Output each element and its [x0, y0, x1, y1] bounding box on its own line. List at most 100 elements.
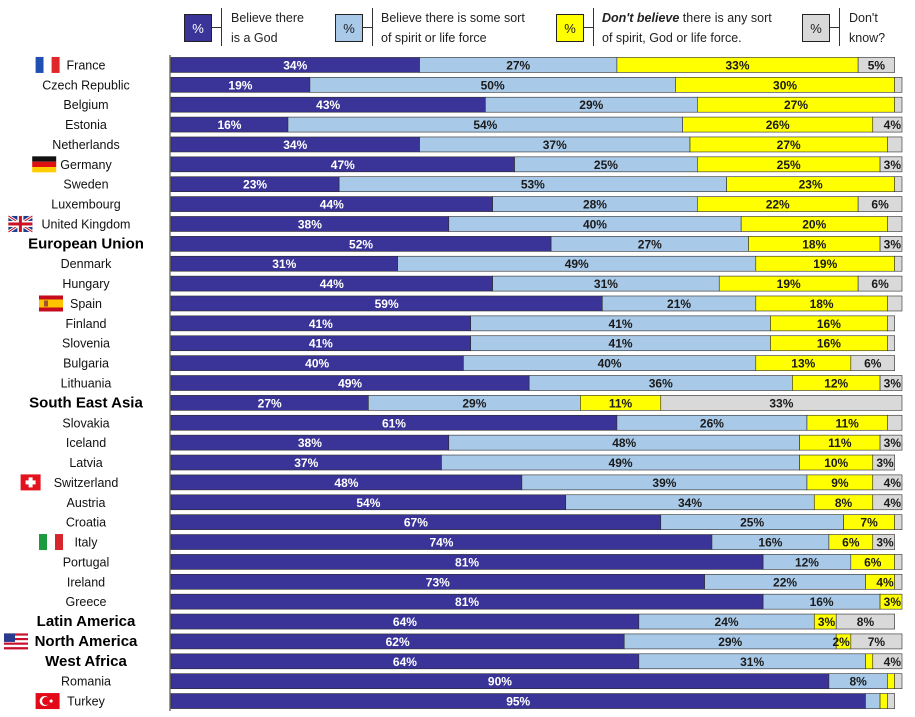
data-label: 10%: [824, 456, 848, 470]
data-label: 3%: [818, 615, 836, 629]
legend-divider: [363, 27, 373, 28]
row-label: West Africa: [45, 653, 127, 670]
data-label: 41%: [309, 337, 333, 351]
data-label: 6%: [842, 536, 860, 550]
data-label: 48%: [612, 436, 636, 450]
data-label: 20%: [802, 217, 826, 231]
turkey-flag-icon: [35, 693, 60, 710]
data-label: 8%: [835, 496, 853, 510]
data-label: 40%: [598, 357, 622, 371]
row-label: Slovakia: [62, 416, 109, 430]
bar-segment: [872, 653, 903, 670]
bar-segment: [887, 693, 895, 709]
data-label: 22%: [773, 575, 797, 589]
data-label: 11%: [609, 396, 633, 410]
data-label: 11%: [828, 436, 852, 450]
data-label: 19%: [813, 257, 837, 271]
data-label: 12%: [824, 377, 848, 391]
bar-segment: [879, 156, 903, 173]
data-label: 95%: [506, 695, 530, 709]
data-label: 4%: [884, 655, 902, 669]
row-label: Turkey: [67, 695, 105, 709]
bar-segment: [872, 474, 903, 491]
data-label: 41%: [309, 317, 333, 331]
data-label: 61%: [382, 416, 406, 430]
data-label: 6%: [864, 357, 882, 371]
row-label: Germany: [60, 158, 112, 172]
row-label: Iceland: [66, 436, 106, 450]
bar-segment: [887, 136, 903, 153]
bar-segment: [857, 57, 895, 73]
data-label: 4%: [884, 476, 902, 490]
row-label: Slovenia: [62, 337, 110, 351]
bar-segment: [872, 454, 895, 471]
data-label: 37%: [294, 456, 318, 470]
row-label: Italy: [75, 536, 99, 550]
bar-segment: [879, 434, 903, 451]
bar-segment: [887, 216, 903, 232]
row-label: Belgium: [63, 98, 108, 112]
data-label: 4%: [884, 496, 902, 510]
data-label: 26%: [766, 118, 790, 132]
row-label: Bulgaria: [63, 357, 109, 371]
uk-flag-icon: [7, 214, 34, 234]
bar-segment: [894, 554, 903, 570]
data-label: 3%: [884, 436, 902, 450]
data-label: 29%: [718, 635, 742, 649]
data-label: 43%: [316, 98, 340, 112]
bar-segment: [865, 693, 881, 709]
row-label: Spain: [70, 297, 102, 311]
data-label: 30%: [773, 78, 797, 92]
legend-label-spirit: Believe there is some sort of spirit or l…: [381, 11, 525, 45]
data-label: 40%: [583, 217, 607, 231]
data-label: 64%: [393, 655, 417, 669]
row-label: Greece: [66, 595, 107, 609]
data-label: 23%: [799, 178, 823, 192]
row-label: Ireland: [67, 575, 105, 589]
data-label: 12%: [795, 555, 819, 569]
legend-swatch-spirit: %: [335, 14, 363, 42]
legend-divider: [584, 27, 594, 28]
bar-segment: [865, 653, 874, 670]
data-label: 6%: [864, 555, 882, 569]
bar-segment: [857, 275, 903, 292]
row-label: United Kingdom: [42, 217, 131, 231]
legend-label-god: Believe there is a God: [231, 11, 304, 45]
row-label: Estonia: [65, 118, 107, 132]
data-label: 62%: [386, 635, 410, 649]
data-label: 6%: [871, 198, 889, 212]
data-label: 27%: [506, 58, 530, 72]
data-label: 54%: [473, 118, 497, 132]
row-label: France: [67, 58, 106, 72]
data-label: 27%: [638, 237, 662, 251]
data-label: 33%: [726, 58, 750, 72]
data-label: 16%: [758, 536, 782, 550]
bar-segment: [894, 176, 903, 193]
bar-segment: [850, 355, 895, 371]
data-label: 26%: [700, 416, 724, 430]
data-label: 16%: [810, 595, 834, 609]
italy-flag-icon: [39, 534, 63, 551]
data-label: 6%: [871, 277, 889, 291]
data-label: 67%: [404, 516, 428, 530]
data-label: 25%: [740, 516, 764, 530]
data-label: 49%: [609, 456, 633, 470]
data-label: 74%: [429, 536, 453, 550]
data-label: 31%: [272, 257, 296, 271]
data-label: 3%: [884, 158, 902, 172]
legend-swatch-dk: %: [802, 14, 830, 42]
data-label: 90%: [488, 675, 512, 689]
legend-swatch-god: %: [184, 14, 212, 42]
data-label: 3%: [884, 237, 902, 251]
data-label: 4%: [884, 118, 902, 132]
data-label: 5%: [868, 58, 886, 72]
data-label: 16%: [217, 118, 241, 132]
data-label: 2%: [832, 635, 850, 649]
data-label: 38%: [298, 217, 322, 231]
data-label: 11%: [835, 416, 859, 430]
bar-segment: [887, 315, 895, 332]
data-label: 19%: [777, 277, 801, 291]
row-label: Luxembourg: [51, 198, 121, 212]
row-label: Lithuania: [61, 377, 112, 391]
france-flag-icon: [35, 56, 60, 73]
